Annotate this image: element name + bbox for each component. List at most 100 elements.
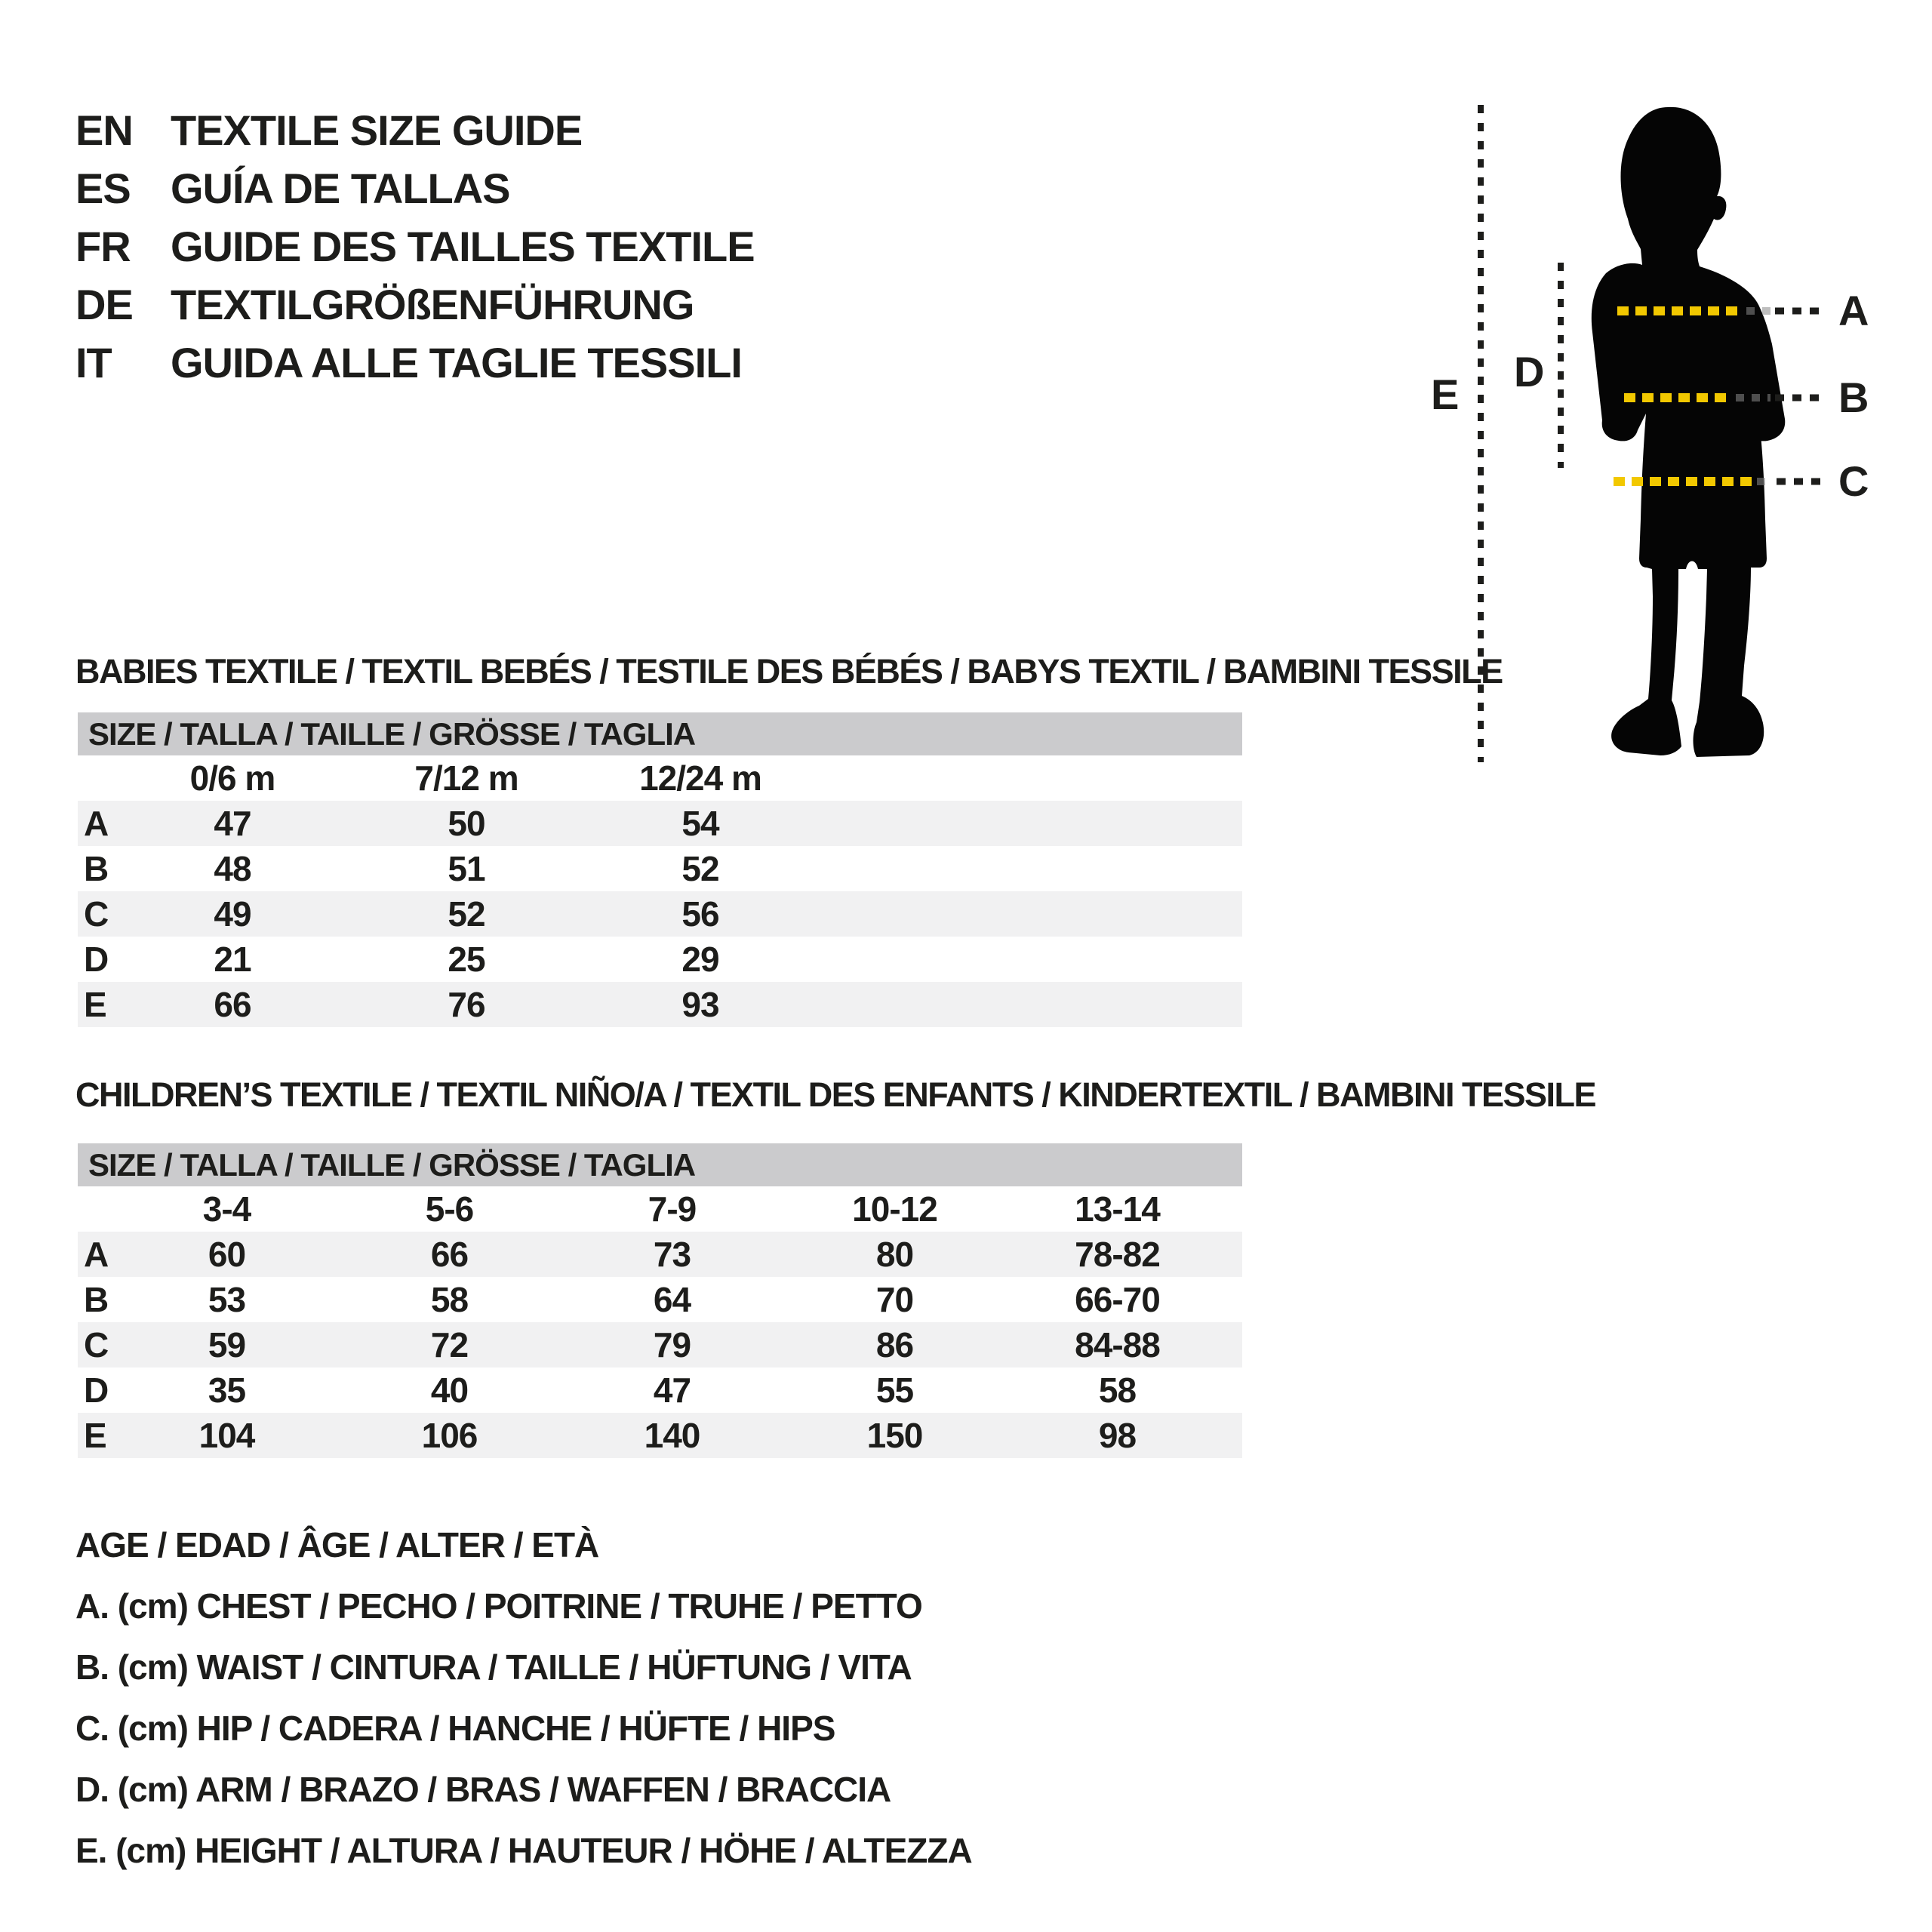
cell: 66 bbox=[214, 985, 251, 1024]
babies-size-table: SIZE / TALLA / TAILLE / GRÖSSE / TAGLIA … bbox=[78, 712, 1242, 1027]
figure-label-d: D bbox=[1514, 348, 1544, 395]
table-row: A 60 66 73 80 78-82 bbox=[78, 1232, 1242, 1277]
legend-chest: A. (cm) CHEST / PECHO / POITRINE / TRUHE… bbox=[75, 1586, 923, 1626]
table-header-bar: SIZE / TALLA / TAILLE / GRÖSSE / TAGLIA bbox=[78, 712, 1242, 755]
cell: 98 bbox=[1098, 1416, 1137, 1455]
cell: 48 bbox=[214, 849, 251, 888]
cell: 64 bbox=[653, 1280, 691, 1319]
column-header: 7-9 bbox=[648, 1189, 697, 1229]
cell: 78-82 bbox=[1075, 1235, 1161, 1274]
cell: 47 bbox=[214, 804, 251, 843]
row-label: D bbox=[84, 1371, 109, 1410]
cell: 49 bbox=[214, 894, 251, 934]
column-header: 12/24 m bbox=[639, 758, 762, 798]
cell: 52 bbox=[681, 849, 719, 888]
row-label: E bbox=[84, 1416, 107, 1455]
guide-title-it: GUIDA ALLE TAGLIE TESSILI bbox=[171, 339, 743, 386]
cell: 86 bbox=[875, 1325, 914, 1364]
cell: 140 bbox=[644, 1416, 701, 1455]
column-header: 0/6 m bbox=[189, 758, 276, 798]
cell: 150 bbox=[866, 1416, 924, 1455]
table-header-bar: SIZE / TALLA / TAILLE / GRÖSSE / TAGLIA bbox=[78, 1143, 1242, 1186]
table-row: E 104 106 140 150 98 bbox=[78, 1413, 1242, 1458]
table-row: C 59 72 79 86 84-88 bbox=[78, 1322, 1242, 1367]
legend-age: AGE / EDAD / ÂGE / ALTER / ETÀ bbox=[75, 1524, 599, 1564]
guide-title-en: TEXTILE SIZE GUIDE bbox=[171, 106, 583, 154]
cell: 70 bbox=[875, 1280, 914, 1319]
table-row: C 49 52 56 bbox=[78, 891, 1242, 937]
cell: 51 bbox=[448, 849, 485, 888]
cell: 53 bbox=[208, 1280, 246, 1319]
cell: 72 bbox=[430, 1325, 469, 1364]
cell: 66-70 bbox=[1075, 1280, 1161, 1319]
column-header: 5-6 bbox=[425, 1189, 474, 1229]
cell: 52 bbox=[448, 894, 485, 934]
cell: 21 bbox=[214, 940, 251, 979]
table-row: B 48 51 52 bbox=[78, 846, 1242, 891]
cell: 66 bbox=[430, 1235, 469, 1274]
legend-height: E. (cm) HEIGHT / ALTURA / HAUTEUR / HÖHE… bbox=[75, 1830, 973, 1870]
cell: 59 bbox=[208, 1325, 246, 1364]
child-silhouette bbox=[1591, 106, 1786, 757]
cell: 79 bbox=[653, 1325, 691, 1364]
column-header-row: 3-4 5-6 7-9 10-12 13-14 bbox=[78, 1186, 1242, 1232]
figure-label-c: C bbox=[1838, 457, 1869, 505]
cell: 35 bbox=[208, 1371, 246, 1410]
row-label: B bbox=[84, 849, 109, 888]
language-title-block: EN TEXTILE SIZE GUIDE ES GUÍA DE TALLAS … bbox=[75, 101, 755, 392]
lang-code: ES bbox=[75, 165, 131, 212]
figure-label-b: B bbox=[1838, 374, 1869, 421]
guide-title-de: TEXTILGRÖßENFÜHRUNG bbox=[171, 281, 694, 328]
cell: 60 bbox=[208, 1235, 246, 1274]
measurement-legend: AGE / EDAD / ÂGE / ALTER / ETÀ A. (cm) C… bbox=[75, 1514, 973, 1881]
lang-code: EN bbox=[75, 106, 134, 154]
cell: 29 bbox=[681, 940, 719, 979]
cell: 84-88 bbox=[1075, 1325, 1161, 1364]
column-header: 3-4 bbox=[202, 1189, 251, 1229]
row-label: B bbox=[84, 1280, 109, 1319]
legend-arm: D. (cm) ARM / BRAZO / BRAS / WAFFEN / BR… bbox=[75, 1769, 891, 1809]
cell: 106 bbox=[421, 1416, 478, 1455]
cell: 73 bbox=[653, 1235, 691, 1274]
cell: 54 bbox=[681, 804, 719, 843]
row-label: C bbox=[84, 1325, 109, 1364]
cell: 56 bbox=[681, 894, 719, 934]
lang-code: FR bbox=[75, 223, 131, 270]
column-header: 10-12 bbox=[852, 1189, 938, 1229]
table-row: A 47 50 54 bbox=[78, 801, 1242, 846]
row-label: A bbox=[84, 804, 109, 843]
figure-label-e: E bbox=[1431, 371, 1459, 418]
cell: 40 bbox=[430, 1371, 469, 1410]
table-row: D 35 40 47 55 58 bbox=[78, 1367, 1242, 1413]
cell: 55 bbox=[875, 1371, 914, 1410]
table-row: E 66 76 93 bbox=[78, 982, 1242, 1027]
row-label: D bbox=[84, 940, 109, 979]
children-section-title: CHILDREN’S TEXTILE / TEXTIL NIÑO/A / TEX… bbox=[75, 1075, 1597, 1114]
cell: 104 bbox=[198, 1416, 256, 1455]
row-label: E bbox=[84, 985, 107, 1024]
row-label: A bbox=[84, 1235, 109, 1274]
table-row: B 53 58 64 70 66-70 bbox=[78, 1277, 1242, 1322]
lang-code: DE bbox=[75, 281, 134, 328]
figure-label-a: A bbox=[1838, 287, 1869, 334]
legend-hip: C. (cm) HIP / CADERA / HANCHE / HÜFTE / … bbox=[75, 1708, 835, 1748]
children-size-table: SIZE / TALLA / TAILLE / GRÖSSE / TAGLIA … bbox=[78, 1143, 1242, 1458]
column-header: 7/12 m bbox=[414, 758, 518, 798]
cell: 58 bbox=[1098, 1371, 1137, 1410]
babies-section-title: BABIES TEXTILE / TEXTIL BEBÉS / TESTILE … bbox=[75, 652, 1503, 691]
column-header: 13-14 bbox=[1075, 1189, 1161, 1229]
cell: 50 bbox=[448, 804, 485, 843]
measurement-figure: A B C D E bbox=[1431, 105, 1869, 762]
cell: 47 bbox=[653, 1371, 691, 1410]
column-header-row: 0/6 m 7/12 m 12/24 m bbox=[78, 755, 1242, 801]
legend-waist: B. (cm) WAIST / CINTURA / TAILLE / HÜFTU… bbox=[75, 1647, 912, 1687]
cell: 76 bbox=[448, 985, 485, 1024]
cell: 80 bbox=[875, 1235, 914, 1274]
guide-title-es: GUÍA DE TALLAS bbox=[171, 165, 511, 212]
table-row: D 21 25 29 bbox=[78, 937, 1242, 982]
cell: 25 bbox=[448, 940, 485, 979]
guide-title-fr: GUIDE DES TAILLES TEXTILE bbox=[171, 223, 755, 270]
cell: 93 bbox=[681, 985, 719, 1024]
lang-code: IT bbox=[75, 339, 112, 386]
cell: 58 bbox=[430, 1280, 469, 1319]
